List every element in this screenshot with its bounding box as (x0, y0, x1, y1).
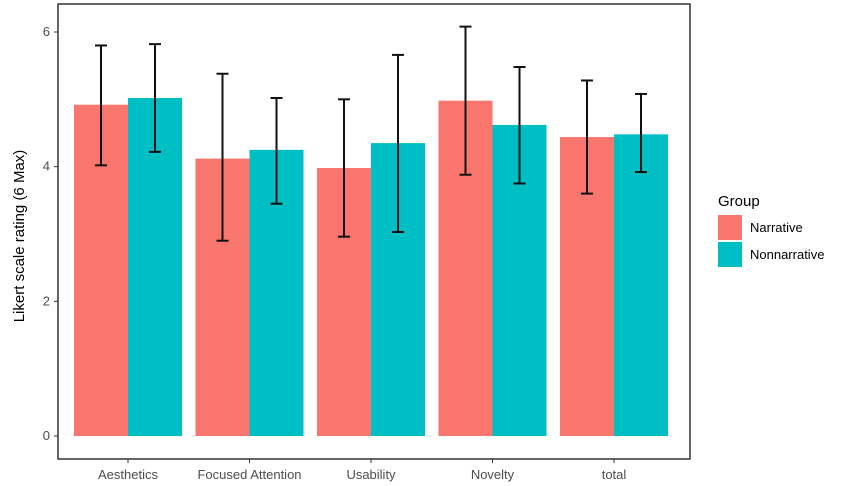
y-tick-label: 6 (43, 24, 50, 39)
y-tick-label: 0 (43, 428, 50, 443)
x-tick-label: Focused Attention (197, 467, 301, 482)
plot-area: 0 2 4 6 Aesthetics Focused Attention Usability… (43, 3, 691, 482)
legend-key-nonnarrative (718, 242, 742, 267)
legend-label-nonnarrative: Nonnarrative (750, 247, 824, 262)
bar-nonnarrative (128, 97, 182, 436)
x-tick-label: Usability (346, 467, 396, 482)
x-tick-label: Novelty (471, 467, 515, 482)
legend-key-narrative (718, 215, 742, 240)
bar-nonnarrative (614, 134, 668, 436)
x-tick-label: Aesthetics (98, 467, 158, 482)
x-tick-label: total (602, 467, 627, 482)
legend-title: Group (718, 193, 760, 210)
legend: Group Narrative Nonnarrative (718, 193, 824, 267)
y-axis-title: Likert scale rating (6 Max) (11, 150, 28, 323)
legend-label-narrative: Narrative (750, 220, 803, 235)
y-tick-label: 2 (43, 293, 50, 308)
plot-border (57, 3, 691, 460)
y-tick-label: 4 (43, 159, 50, 174)
